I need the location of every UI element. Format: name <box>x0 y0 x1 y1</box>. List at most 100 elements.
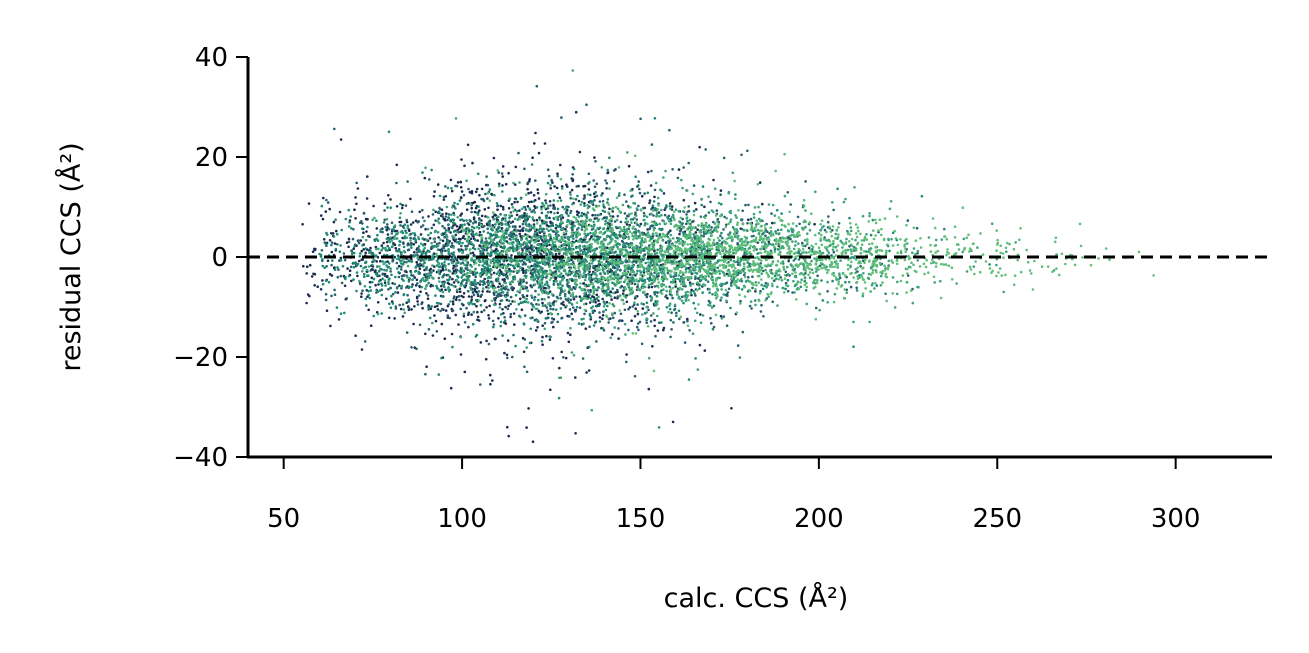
scatter-point <box>746 149 749 153</box>
scatter-point <box>709 304 712 307</box>
scatter-point <box>409 236 413 240</box>
scatter-point <box>484 357 488 361</box>
scatter-point <box>444 265 447 269</box>
scatter-point <box>803 279 806 283</box>
scatter-point <box>626 204 630 208</box>
scatter-point <box>570 235 573 239</box>
scatter-point <box>577 226 580 230</box>
scatter-point <box>490 268 493 272</box>
scatter-point <box>537 303 541 307</box>
scatter-point <box>393 282 397 286</box>
scatter-point <box>540 205 543 209</box>
scatter-point <box>627 307 630 311</box>
scatter-point <box>348 269 352 273</box>
scatter-point <box>460 244 463 248</box>
scatter-point <box>484 215 487 218</box>
scatter-point <box>701 185 705 188</box>
scatter-point <box>724 223 728 227</box>
scatter-point <box>385 264 388 267</box>
scatter-point <box>356 187 360 190</box>
scatter-point <box>698 145 701 149</box>
scatter-point <box>642 303 645 306</box>
scatter-point <box>413 276 417 279</box>
scatter-point <box>429 267 433 271</box>
scatter-point <box>334 247 338 251</box>
scatter-point <box>606 168 609 172</box>
scatter-point <box>639 117 642 121</box>
scatter-point <box>551 357 555 360</box>
scatter-point <box>530 296 534 299</box>
scatter-point <box>328 272 332 276</box>
scatter-point <box>449 258 453 262</box>
scatter-point <box>526 181 530 184</box>
scatter-point <box>831 279 834 283</box>
scatter-point <box>619 220 623 224</box>
scatter-point <box>442 198 446 201</box>
scatter-point <box>537 151 541 155</box>
scatter-point <box>801 241 804 245</box>
scatter-point <box>636 265 640 269</box>
scatter-point <box>776 228 780 232</box>
scatter-point <box>496 249 500 253</box>
scatter-point <box>378 251 382 255</box>
scatter-point <box>529 253 532 256</box>
scatter-point <box>383 268 386 272</box>
scatter-point <box>511 243 514 246</box>
scatter-point <box>734 197 737 201</box>
scatter-point <box>854 271 857 275</box>
scatter-point <box>691 272 694 275</box>
scatter-point <box>666 245 669 249</box>
scatter-point <box>428 237 432 240</box>
scatter-point <box>637 279 640 283</box>
scatter-point <box>861 294 865 298</box>
scatter-point <box>452 284 456 288</box>
scatter-point <box>452 230 456 233</box>
scatter-point <box>556 211 559 215</box>
scatter-point <box>792 247 796 251</box>
scatter-point <box>461 236 465 240</box>
scatter-point <box>444 268 448 271</box>
scatter-point <box>761 232 764 236</box>
scatter-point <box>668 128 671 132</box>
scatter-point <box>403 270 407 273</box>
scatter-point <box>642 218 645 222</box>
scatter-point <box>708 291 711 295</box>
scatter-point <box>767 203 771 206</box>
scatter-point <box>534 271 537 274</box>
scatter-point <box>394 307 398 310</box>
scatter-point <box>427 215 430 218</box>
scatter-point <box>405 301 409 305</box>
scatter-point <box>710 321 713 325</box>
scatter-point <box>760 272 764 276</box>
scatter-point <box>438 206 441 210</box>
scatter-point <box>684 291 688 294</box>
scatter-point <box>390 221 394 225</box>
scatter-point <box>328 239 332 242</box>
scatter-point <box>520 247 524 251</box>
scatter-point <box>358 282 362 286</box>
scatter-point <box>731 171 735 175</box>
scatter-point <box>421 171 424 174</box>
scatter-point <box>576 194 579 198</box>
scatter-point <box>634 307 637 311</box>
scatter-point <box>382 221 386 224</box>
scatter-point <box>506 277 510 280</box>
scatter-point <box>420 285 423 289</box>
scatter-point <box>524 252 528 255</box>
scatter-point <box>543 283 547 286</box>
scatter-point <box>647 308 650 312</box>
scatter-point <box>614 291 617 294</box>
scatter-point <box>507 220 511 223</box>
scatter-point <box>716 217 720 221</box>
scatter-point <box>636 303 639 306</box>
scatter-point <box>419 233 423 236</box>
scatter-point <box>660 213 663 217</box>
scatter-point <box>605 181 609 185</box>
scatter-point <box>419 242 423 245</box>
scatter-point <box>602 205 605 208</box>
scatter-point <box>712 220 715 224</box>
scatter-point <box>492 310 496 313</box>
scatter-point <box>633 282 637 286</box>
scatter-point <box>455 184 459 188</box>
scatter-point <box>527 229 530 233</box>
